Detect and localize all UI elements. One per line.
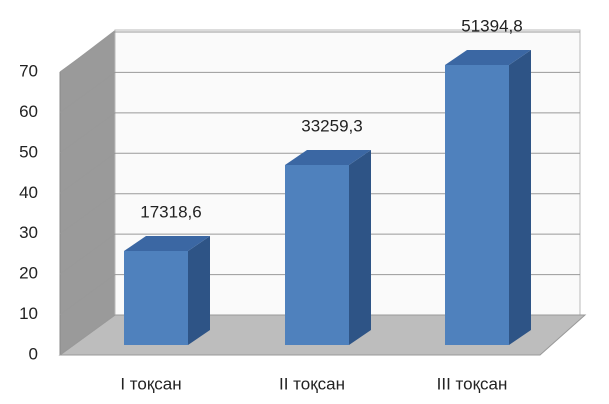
grid-line <box>59 152 580 194</box>
y-tick-label: 40 <box>19 183 38 202</box>
grid-line <box>59 233 580 275</box>
x-tick-label: I тоқсан <box>120 374 181 393</box>
grid-line <box>59 274 580 315</box>
grid-line <box>59 71 580 113</box>
bar-side <box>349 150 371 345</box>
y-tick-label: 60 <box>19 102 38 121</box>
x-tick-label: III тоқсан <box>437 374 508 393</box>
y-tick-label: 70 <box>19 61 38 80</box>
y-tick-label: 30 <box>19 223 38 242</box>
y-tick-label: 20 <box>19 264 38 283</box>
grid-line <box>59 112 580 154</box>
bar-top <box>445 50 531 65</box>
grid-line <box>59 31 580 73</box>
bar-top <box>285 150 371 165</box>
side-wall <box>60 30 115 355</box>
bar-side <box>188 236 210 345</box>
y-tick-label: 10 <box>19 304 38 323</box>
bar-top <box>124 236 210 251</box>
y-tick-label: 50 <box>19 142 38 161</box>
bar <box>124 251 188 345</box>
y-tick-label: 0 <box>29 344 38 363</box>
grid-line <box>59 314 580 356</box>
bar <box>445 65 509 345</box>
data-label: 51394,8 <box>461 16 522 35</box>
bar <box>285 165 349 345</box>
data-label: 33259,3 <box>301 116 362 135</box>
x-tick-label: II тоқсан <box>279 374 345 393</box>
data-label: 17318,6 <box>140 202 201 221</box>
bar-side <box>509 50 531 345</box>
grid-line <box>59 193 580 235</box>
